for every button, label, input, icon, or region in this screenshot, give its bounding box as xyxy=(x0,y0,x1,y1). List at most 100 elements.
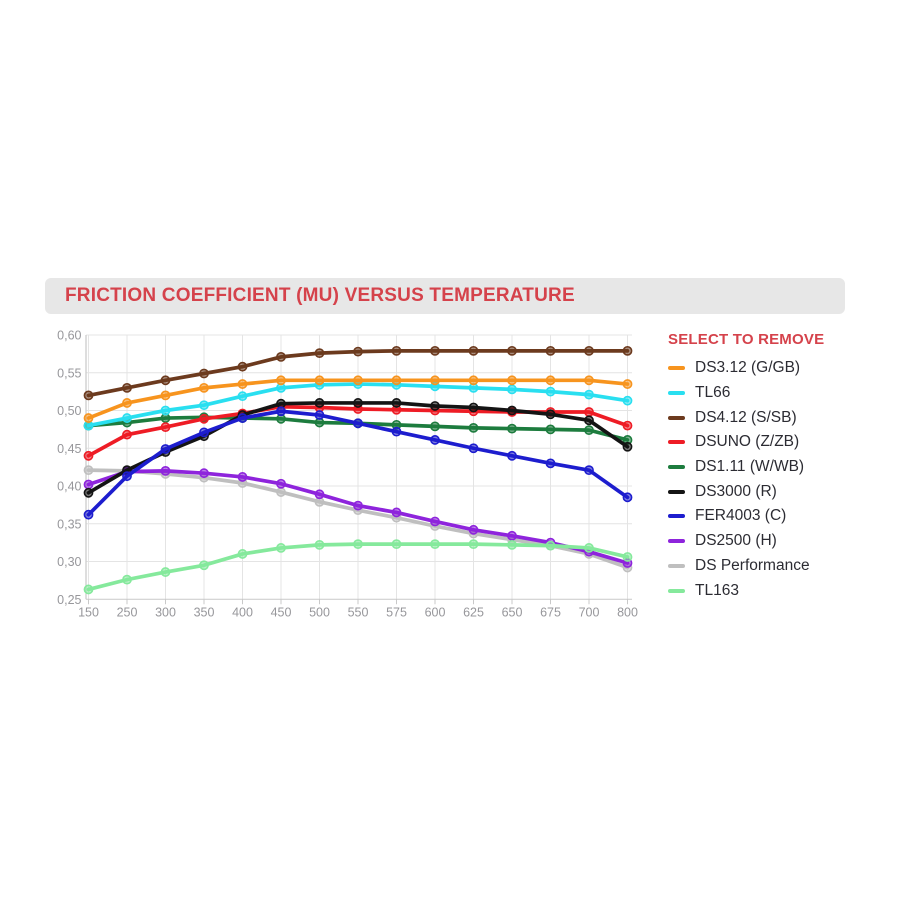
data-point xyxy=(314,539,325,550)
data-point xyxy=(122,413,132,423)
data-point xyxy=(237,472,248,482)
data-point xyxy=(237,379,248,389)
data-point xyxy=(507,345,517,356)
x-tick-label: 550 xyxy=(348,606,369,620)
legend-item-fer4003-c[interactable]: FER4003 (C) xyxy=(668,504,883,529)
data-point xyxy=(507,450,517,461)
data-point xyxy=(314,398,325,408)
legend-item-dsuno-z-zb[interactable]: DSUNO (Z/ZB) xyxy=(668,430,883,455)
data-point xyxy=(160,375,171,386)
data-point xyxy=(353,346,363,357)
legend-item-ds3000-r[interactable]: DS3000 (R) xyxy=(668,479,883,504)
data-point xyxy=(391,375,402,386)
legend-item-label: DS3000 (R) xyxy=(695,482,777,500)
x-tick-label: 575 xyxy=(386,606,407,620)
y-tick-label: 0,25 xyxy=(57,593,81,607)
data-point xyxy=(545,424,556,435)
data-point xyxy=(507,539,517,550)
data-point xyxy=(276,351,286,362)
x-tick-label: 500 xyxy=(309,606,330,620)
data-point xyxy=(545,345,556,356)
y-tick-label: 0,55 xyxy=(57,366,81,380)
legend-item-label: DS Performance xyxy=(695,556,810,574)
data-point xyxy=(199,560,209,571)
data-point xyxy=(584,345,594,356)
legend-item-tl66[interactable]: TL66 xyxy=(668,381,883,406)
data-point xyxy=(237,391,248,402)
data-point xyxy=(545,409,556,420)
data-point xyxy=(545,375,556,386)
data-point xyxy=(468,402,479,413)
data-point xyxy=(276,487,286,497)
data-point xyxy=(391,507,402,518)
data-point xyxy=(622,441,633,452)
data-point xyxy=(430,345,440,356)
data-point xyxy=(83,450,94,461)
y-tick-label: 0,30 xyxy=(57,555,81,569)
legend-item-label: DS4.12 (S/SB) xyxy=(695,408,797,426)
data-point xyxy=(468,375,479,386)
legend-swatch xyxy=(668,539,685,544)
series-ds3-12-g-gb xyxy=(83,375,633,423)
legend-item-label: FER4003 (C) xyxy=(695,507,787,525)
data-point xyxy=(507,375,517,386)
data-point xyxy=(622,395,633,406)
data-point xyxy=(199,368,209,379)
data-point xyxy=(314,410,325,420)
x-tick-label: 650 xyxy=(502,606,523,620)
legend-item-ds4-12-s-sb[interactable]: DS4.12 (S/SB) xyxy=(668,405,883,430)
legend-item-label: DS3.12 (G/GB) xyxy=(695,359,801,377)
data-point xyxy=(199,400,209,411)
data-point xyxy=(353,375,363,386)
y-tick-label: 0,50 xyxy=(57,404,81,418)
data-point xyxy=(468,422,479,433)
data-point xyxy=(507,405,517,416)
legend-swatch xyxy=(668,440,685,445)
data-point xyxy=(353,500,363,511)
legend-items: DS3.12 (G/GB) TL66 DS4.12 (S/SB) DSUNO (Z/Z… xyxy=(668,356,883,603)
data-point xyxy=(83,479,94,490)
legend-swatch xyxy=(668,489,685,494)
data-point xyxy=(83,413,94,423)
data-point xyxy=(507,530,517,541)
series-fer4003-c xyxy=(83,406,633,520)
legend-swatch xyxy=(668,366,685,371)
legend-item-label: DSUNO (Z/ZB) xyxy=(695,433,800,451)
data-point xyxy=(622,552,633,562)
series-tl163 xyxy=(83,539,633,595)
legend-item-ds1-11-w-wb[interactable]: DS1.11 (W/WB) xyxy=(668,455,883,480)
data-point xyxy=(584,375,594,386)
y-tick-label: 0,60 xyxy=(57,329,81,343)
data-point xyxy=(199,382,209,393)
y-tick-label: 0,35 xyxy=(57,517,81,531)
data-point xyxy=(276,406,286,417)
legend-swatch xyxy=(668,563,685,568)
data-point xyxy=(122,574,132,585)
data-point xyxy=(468,345,479,356)
data-point xyxy=(391,398,402,408)
data-point xyxy=(584,465,594,476)
legend-title: SELECT TO REMOVE xyxy=(668,331,825,348)
friction-chart: 150 250 300 350 400 450 500 550 575 600 625 650 675 7… xyxy=(57,329,638,620)
chart-legend: SELECT TO REMOVE DS3.12 (G/GB) TL66 DS4.12… xyxy=(668,331,883,603)
data-point xyxy=(584,415,594,426)
data-point xyxy=(122,382,132,393)
data-point xyxy=(430,421,440,432)
data-point xyxy=(545,386,556,397)
data-point xyxy=(237,361,248,372)
legend-item-ds-performance[interactable]: DS Performance xyxy=(668,554,883,579)
legend-item-ds3-12-g-gb[interactable]: DS3.12 (G/GB) xyxy=(668,356,883,381)
data-point xyxy=(276,543,286,553)
x-tick-label: 675 xyxy=(540,606,561,620)
data-point xyxy=(430,539,440,550)
data-point xyxy=(83,487,94,498)
data-point xyxy=(584,389,594,400)
x-tick-label: 250 xyxy=(117,606,138,620)
data-point xyxy=(237,413,248,423)
chart-header-bar: FRICTION COEFFICIENT (MU) VERSUS TEMPERA… xyxy=(45,278,845,314)
legend-item-ds2500-h[interactable]: DS2500 (H) xyxy=(668,529,883,554)
x-tick-label: 450 xyxy=(271,606,292,620)
legend-item-tl163[interactable]: TL163 xyxy=(668,578,883,603)
data-point xyxy=(468,443,479,454)
